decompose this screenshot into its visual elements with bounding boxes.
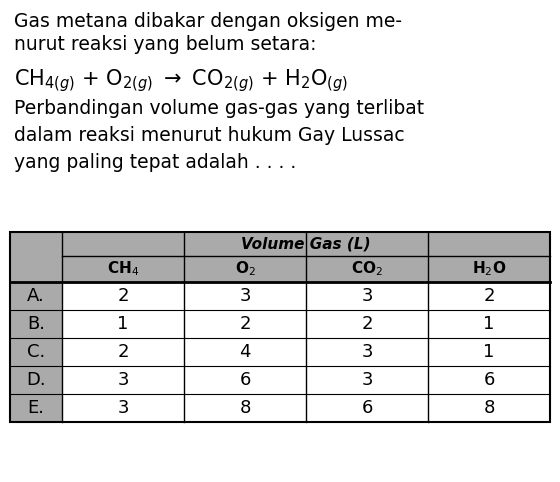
Text: Gas metana dibakar dengan oksigen me-: Gas metana dibakar dengan oksigen me- <box>14 12 402 31</box>
Text: 1: 1 <box>483 315 494 333</box>
Bar <box>62 232 550 256</box>
Text: 3: 3 <box>361 371 373 389</box>
Text: H$_2$O: H$_2$O <box>472 260 506 278</box>
Text: E.: E. <box>27 399 44 417</box>
Text: D.: D. <box>26 371 46 389</box>
Bar <box>10 232 550 422</box>
Bar <box>62 366 184 394</box>
Text: Perbandingan volume gas-gas yang terlibat: Perbandingan volume gas-gas yang terliba… <box>14 99 424 118</box>
Bar <box>428 366 550 394</box>
Text: O$_2$: O$_2$ <box>235 260 255 278</box>
Bar <box>428 282 550 310</box>
Bar <box>10 338 62 366</box>
Bar <box>306 256 428 282</box>
Bar <box>62 394 184 422</box>
Bar <box>306 338 428 366</box>
Bar <box>62 310 184 338</box>
Text: 8: 8 <box>239 399 251 417</box>
Bar <box>306 282 428 310</box>
Bar <box>10 394 62 422</box>
Bar <box>10 232 62 282</box>
Bar <box>428 310 550 338</box>
Text: 3: 3 <box>117 399 129 417</box>
Text: 2: 2 <box>483 287 494 305</box>
Text: 3: 3 <box>361 343 373 361</box>
Text: 3: 3 <box>361 287 373 305</box>
Bar <box>184 310 306 338</box>
Text: nurut reaksi yang belum setara:: nurut reaksi yang belum setara: <box>14 35 316 54</box>
Text: 3: 3 <box>117 371 129 389</box>
Text: B.: B. <box>27 315 45 333</box>
Text: 2: 2 <box>117 343 129 361</box>
Text: 6: 6 <box>483 371 494 389</box>
Bar <box>10 282 62 310</box>
Bar <box>184 366 306 394</box>
Bar <box>10 366 62 394</box>
Text: 1: 1 <box>117 315 129 333</box>
Bar <box>306 394 428 422</box>
Text: dalam reaksi menurut hukum Gay Lussac: dalam reaksi menurut hukum Gay Lussac <box>14 126 405 145</box>
Text: 2: 2 <box>361 315 373 333</box>
Bar <box>62 256 184 282</box>
Bar <box>10 310 62 338</box>
Bar <box>306 366 428 394</box>
Bar <box>428 256 550 282</box>
Text: Volume Gas (L): Volume Gas (L) <box>241 237 371 252</box>
Bar <box>184 256 306 282</box>
Text: 2: 2 <box>239 315 251 333</box>
Bar <box>428 338 550 366</box>
Text: 2: 2 <box>117 287 129 305</box>
Bar <box>62 282 184 310</box>
Bar <box>62 338 184 366</box>
Text: 3: 3 <box>239 287 251 305</box>
Text: 8: 8 <box>483 399 494 417</box>
Text: 6: 6 <box>239 371 251 389</box>
Text: 1: 1 <box>483 343 494 361</box>
Text: A.: A. <box>27 287 45 305</box>
Bar <box>184 282 306 310</box>
Text: C.: C. <box>27 343 45 361</box>
Text: CH$_4$: CH$_4$ <box>107 260 139 278</box>
Text: yang paling tepat adalah . . . .: yang paling tepat adalah . . . . <box>14 153 296 172</box>
Bar <box>184 394 306 422</box>
Bar <box>306 310 428 338</box>
Text: CO$_2$: CO$_2$ <box>351 260 383 278</box>
Text: 4: 4 <box>239 343 251 361</box>
Text: 6: 6 <box>361 399 373 417</box>
Text: CH$_{4(g)}$ + O$_{2(g)}$ $\rightarrow$ CO$_{2(g)}$ + H$_{2}$O$_{(g)}$: CH$_{4(g)}$ + O$_{2(g)}$ $\rightarrow$ C… <box>14 67 348 94</box>
Bar <box>184 338 306 366</box>
Bar <box>428 394 550 422</box>
